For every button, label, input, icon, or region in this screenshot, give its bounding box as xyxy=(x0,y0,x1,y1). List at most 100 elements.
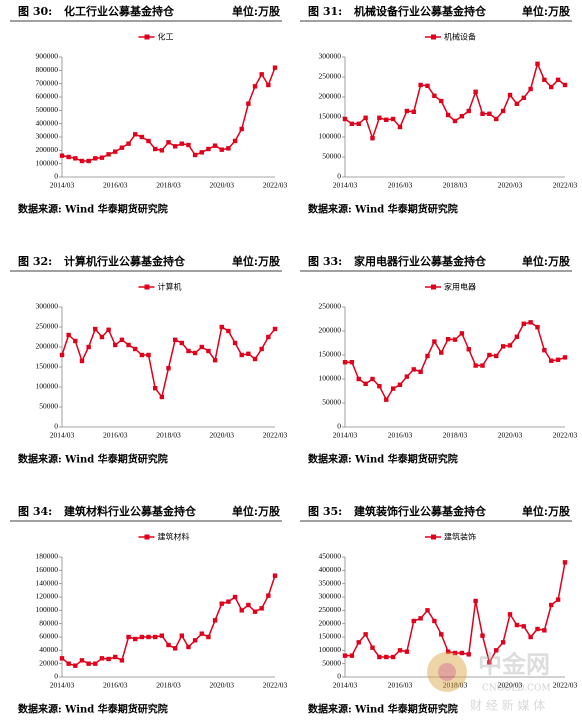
y-tick-label: 400000 xyxy=(319,565,342,574)
data-point xyxy=(535,324,540,330)
unit-label: 单位:万股 xyxy=(522,254,571,268)
data-point xyxy=(159,394,165,400)
data-point xyxy=(384,654,389,660)
data-point xyxy=(549,602,554,608)
data-point xyxy=(473,598,478,604)
y-tick-label: 180000 xyxy=(36,552,59,561)
y-tick-label: 250000 xyxy=(319,605,342,614)
data-point xyxy=(445,336,451,342)
data-point xyxy=(507,612,513,617)
data-point xyxy=(555,357,561,362)
data-point xyxy=(549,84,554,90)
data-point xyxy=(192,638,198,643)
y-tick-label: 600000 xyxy=(36,92,59,101)
data-point xyxy=(152,634,158,640)
y-tick-label: 200000 xyxy=(36,145,59,154)
data-point xyxy=(179,633,185,638)
data-point xyxy=(528,320,533,325)
data-point xyxy=(192,152,198,158)
unit-label: 单位:万股 xyxy=(232,254,281,268)
y-tick-label: 20000 xyxy=(39,658,58,667)
legend-marker xyxy=(144,534,150,540)
y-tick-label: 100000 xyxy=(36,382,59,391)
x-tick-label: 2014/03 xyxy=(50,431,75,440)
figure-label: 图 31: xyxy=(308,5,342,18)
data-point xyxy=(152,386,158,391)
data-point xyxy=(397,382,403,387)
x-tick-label: 2020/03 xyxy=(498,681,523,690)
series-line xyxy=(61,67,276,162)
y-tick-label: 0 xyxy=(337,422,341,431)
data-point xyxy=(363,381,368,386)
data-point xyxy=(259,606,264,611)
data-point xyxy=(186,644,191,650)
data-point xyxy=(252,609,258,614)
y-tick-label: 100000 xyxy=(319,132,342,141)
legend-marker xyxy=(431,284,436,290)
watermark-tagline: 财 经 新 媒 体 xyxy=(470,698,545,713)
data-point xyxy=(500,108,506,114)
data-point xyxy=(487,111,492,116)
data-point xyxy=(404,108,410,114)
figure-label: 图 30: xyxy=(18,5,52,18)
data-point xyxy=(172,144,178,149)
data-point xyxy=(246,101,251,106)
chart-title: 建筑装饰行业公募基金持仓 xyxy=(354,504,487,518)
data-point xyxy=(186,142,191,148)
data-point xyxy=(212,358,218,363)
data-point xyxy=(480,363,485,368)
data-point xyxy=(159,633,165,638)
y-tick-label: 150000 xyxy=(319,112,342,121)
data-point xyxy=(232,138,238,144)
data-point xyxy=(384,397,389,402)
y-tick-label: 140000 xyxy=(36,578,59,587)
data-point xyxy=(266,334,271,340)
data-point xyxy=(390,386,396,391)
data-point xyxy=(146,352,151,358)
y-tick-label: 40000 xyxy=(39,645,58,654)
data-point xyxy=(445,649,451,654)
chart-title: 机械设备行业公募基金持仓 xyxy=(354,4,487,18)
data-point xyxy=(377,115,382,120)
data-point xyxy=(79,658,85,663)
y-tick-label: 0 xyxy=(54,422,58,431)
data-point xyxy=(342,360,348,365)
chart-title: 计算机行业公募基金持仓 xyxy=(64,254,186,268)
data-point xyxy=(562,82,568,88)
y-tick-label: 250000 xyxy=(319,302,342,311)
data-point xyxy=(397,124,403,130)
watermark-domain: CNGOLD.COM xyxy=(482,684,551,694)
data-point xyxy=(356,640,361,645)
data-point xyxy=(113,654,118,660)
y-tick-label: 160000 xyxy=(36,565,59,574)
data-point xyxy=(459,650,465,656)
data-point xyxy=(404,649,410,654)
y-tick-label: 50000 xyxy=(322,658,341,667)
data-point xyxy=(459,331,465,336)
y-tick-label: 500000 xyxy=(36,105,59,114)
figure-label: 图 35: xyxy=(308,505,342,518)
data-point xyxy=(226,599,231,604)
data-point xyxy=(133,132,138,137)
data-point xyxy=(466,347,471,352)
y-tick-label: 300000 xyxy=(319,592,342,601)
x-tick-label: 2016/03 xyxy=(388,181,413,190)
data-point xyxy=(166,140,171,145)
data-point xyxy=(59,352,65,358)
data-point xyxy=(113,342,118,348)
data-point xyxy=(146,634,151,640)
unit-label: 单位:万股 xyxy=(232,4,281,18)
data-point xyxy=(384,117,389,122)
data-point xyxy=(535,61,540,66)
data-point xyxy=(79,158,85,164)
data-point xyxy=(99,334,105,340)
data-point xyxy=(219,324,224,330)
data-point xyxy=(99,656,105,661)
data-point xyxy=(521,624,526,629)
data-point xyxy=(133,636,138,642)
data-point xyxy=(514,101,520,106)
source-note: 数据来源: Wind 华泰期货研究院 xyxy=(308,203,458,216)
y-tick-label: 80000 xyxy=(39,618,58,627)
data-point xyxy=(139,134,145,140)
